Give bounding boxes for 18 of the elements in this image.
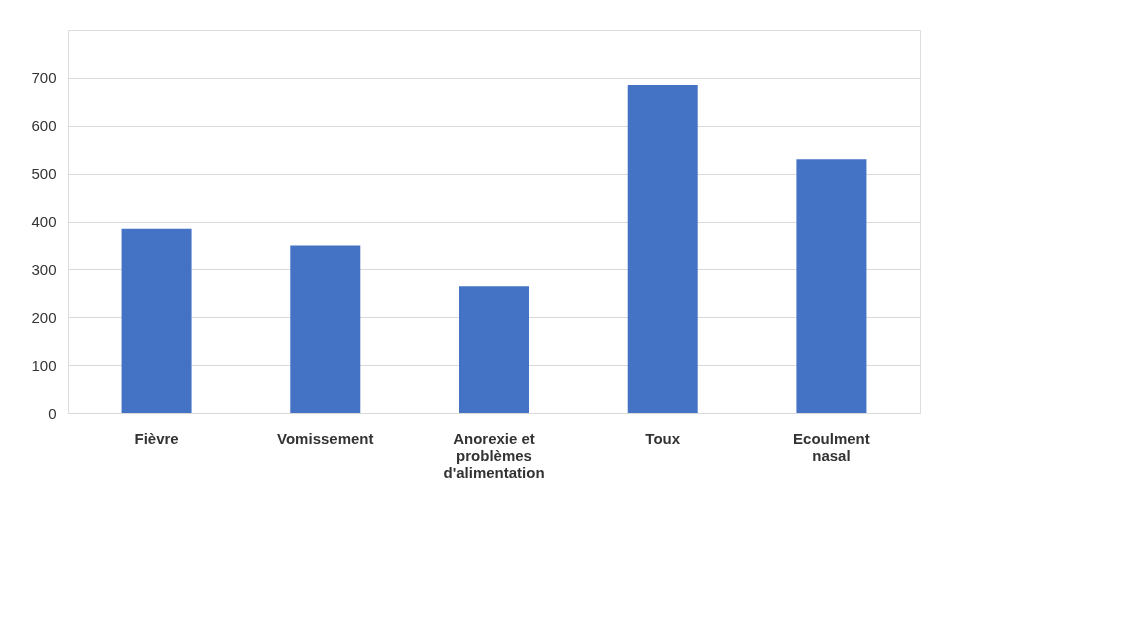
- y-tick-label: 200: [31, 308, 57, 326]
- x-tick-label: Anorexie et problèmes d'alimentation: [443, 429, 545, 481]
- bar: [290, 245, 361, 413]
- y-tick-label: 100: [31, 356, 57, 374]
- x-tick-label: Fièvre: [134, 429, 179, 447]
- y-tick-label: 300: [31, 260, 57, 278]
- bar: [121, 228, 192, 413]
- y-tick-label: 400: [31, 213, 57, 230]
- y-tick-label: 700: [31, 69, 57, 87]
- y-tick-label: 0: [48, 404, 57, 422]
- x-tick-label: Vomissement: [277, 429, 374, 447]
- bar: [796, 159, 867, 413]
- x-tick-label: Ecoulment nasal: [793, 429, 870, 464]
- bar: [459, 286, 529, 413]
- y-tick-label: 600: [31, 117, 57, 135]
- bar: [627, 85, 698, 413]
- y-tick-label: 500: [31, 165, 57, 183]
- x-tick-label: Toux: [645, 429, 681, 447]
